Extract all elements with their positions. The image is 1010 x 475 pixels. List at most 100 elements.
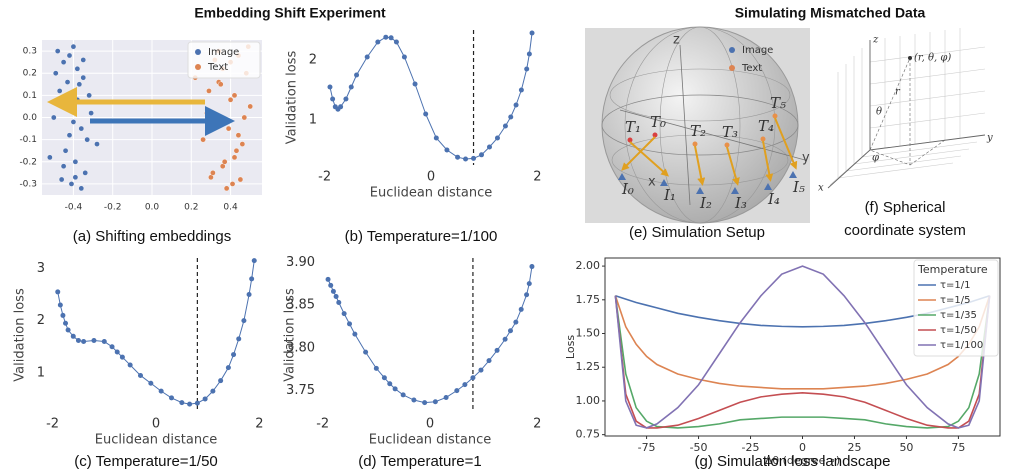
x-tick-label: 0 (426, 417, 434, 432)
axis (619, 109, 806, 161)
marker (333, 294, 339, 299)
text-point (627, 137, 633, 143)
marker (60, 312, 66, 318)
pair-arrow (621, 136, 656, 171)
point (47, 154, 53, 161)
pair-arrow (694, 145, 706, 186)
legend-label: Text (207, 62, 228, 73)
y-tick-label: -0.1 (19, 135, 37, 145)
marker (101, 339, 107, 345)
legend-label: τ=1/35 (940, 310, 977, 321)
point (78, 125, 85, 132)
marker (225, 365, 231, 371)
y-tick-label: 1.50 (576, 327, 601, 340)
line (614, 265, 991, 429)
marker (169, 395, 175, 401)
point (72, 174, 79, 181)
marker (194, 400, 200, 406)
text-point-label: T₁ (625, 118, 641, 136)
marker (463, 156, 469, 162)
marker (330, 288, 336, 294)
x-tick-label: 2 (533, 417, 541, 432)
point (237, 176, 244, 183)
marker (502, 336, 508, 342)
point (70, 119, 77, 125)
y-tick-label: 0.1 (23, 91, 37, 101)
point (217, 81, 224, 88)
marker (423, 111, 429, 117)
marker (471, 155, 477, 161)
point (204, 110, 210, 116)
x-tick-label: -0.4 (65, 203, 83, 213)
marker (443, 394, 449, 400)
x-tick-label: -50 (690, 441, 708, 454)
point (206, 88, 212, 94)
x-tick-label: -2 (46, 417, 59, 432)
text-point-label: T₃ (722, 123, 738, 141)
label: r (895, 87, 901, 98)
marker (524, 292, 530, 298)
point-label: (r, θ, φ) (914, 53, 951, 64)
point (66, 52, 73, 59)
x-tick-label: 50 (899, 441, 913, 454)
legend-label: Image (208, 47, 239, 58)
axis-label: y (802, 151, 810, 166)
marker (383, 34, 389, 40)
marker (354, 72, 360, 78)
marker (328, 282, 334, 288)
marker (241, 318, 247, 324)
figure-title: Simulating Mismatched Data (735, 5, 926, 21)
marker (251, 258, 257, 264)
legend-label: Text (741, 63, 762, 74)
point (227, 96, 234, 103)
marker (502, 123, 508, 129)
marker (401, 54, 407, 60)
marker (343, 96, 349, 102)
image-point (789, 171, 797, 178)
text-point (724, 142, 730, 148)
marker (529, 264, 535, 270)
point (223, 185, 230, 192)
x-tick-label: -0.2 (104, 203, 122, 213)
marker (494, 135, 500, 141)
caption: (e) Simulation Setup (629, 224, 765, 241)
line (327, 266, 533, 404)
marker (432, 399, 438, 405)
coordinate-lines (869, 57, 946, 166)
marker (393, 39, 399, 45)
text-point (760, 136, 766, 142)
marker (81, 339, 87, 345)
y-tick-label: 3.80 (286, 340, 315, 355)
marker (109, 344, 115, 350)
image-point (696, 187, 704, 194)
point (908, 56, 912, 60)
marker (336, 299, 342, 305)
marker (330, 96, 336, 102)
legend-label: τ=1/50 (940, 325, 977, 336)
text-point-label: T₄ (758, 117, 774, 135)
y-tick-label: 2 (309, 53, 317, 68)
marker (65, 327, 71, 333)
point (64, 79, 71, 85)
marker (91, 337, 97, 343)
marker (246, 292, 252, 298)
x-tick-label: 0 (799, 441, 806, 454)
point (60, 163, 67, 170)
spherical-diagram: z (r, θ, φ) r θ y φ x (f) Spherical coor… (818, 28, 993, 239)
y-tick-label: 0.2 (23, 69, 37, 79)
legend-marker (729, 47, 735, 53)
point (60, 59, 67, 65)
y-tick-label: 3.75 (286, 383, 315, 398)
image-point-label: I₃ (734, 194, 747, 212)
point (233, 147, 240, 154)
y-tick-label: 1 (37, 365, 45, 380)
y-tick-label: 3 (37, 261, 45, 276)
x-tick-label: 0 (427, 170, 435, 185)
point (58, 176, 65, 183)
marker (507, 328, 513, 334)
pair-arrow (774, 117, 798, 170)
image-point (764, 183, 772, 190)
meridian (624, 26, 776, 224)
legend-label: τ=1/100 (940, 340, 983, 351)
marker (127, 362, 133, 368)
